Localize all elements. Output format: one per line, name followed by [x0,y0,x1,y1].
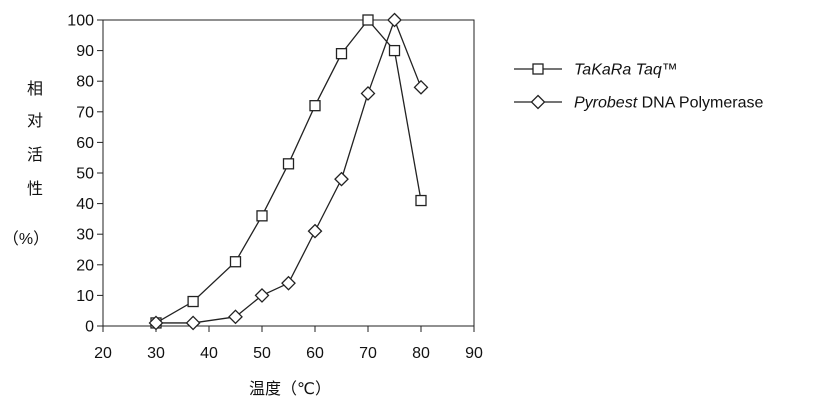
x-tick-label: 20 [94,345,112,362]
series-line [155,18,422,324]
legend-item: Pyrobest DNA Polymerase [514,95,764,112]
y-tick-label: 60 [76,135,94,152]
x-tick-label: 30 [147,345,165,362]
data-point [334,171,349,187]
data-point [415,194,427,207]
legend-label-plain: ™ [662,62,678,79]
y-tick-label: 20 [76,257,94,274]
x-tick-label: 90 [465,345,483,362]
x-axis-title: 温度（℃） [249,380,331,398]
data-point [413,79,429,95]
data-point [256,210,268,222]
data-point [362,14,374,26]
data-point [388,44,401,57]
data-point [228,309,243,325]
data-point [185,315,201,331]
data-point [307,223,323,239]
y-tick-label: 100 [67,13,94,30]
data-point [282,158,295,170]
y-axis-title-part: （%） [3,230,49,248]
data-point [387,12,402,28]
y-axis-title-part: 对 [27,112,43,130]
y-tick-label: 80 [76,74,94,91]
axes: 0 10 20 30 40 50 60 70 80 90 100 20 30 40 50 60 70 80 90 温度… [67,13,483,399]
legend: TaKaRa Taq™ Pyrobest DNA Polymerase [514,62,764,112]
series-pyrobest [148,12,429,331]
data-point [281,275,296,291]
x-tick-label: 40 [200,345,218,362]
data-point [335,48,348,60]
data-point [148,315,164,331]
legend-label: Pyrobest DNA Polymerase [574,95,764,112]
legend-label-italic: TaKaRa Taq [574,62,662,79]
x-tick-label: 50 [253,345,271,362]
y-tick-label: 70 [76,104,94,121]
y-axis-title-part: 活 [27,146,43,164]
series-layer [148,12,429,331]
data-point [254,287,270,303]
y-axis-title-part: 相 [27,80,43,98]
y-tick-label: 40 [76,196,94,213]
x-tick-label: 60 [306,345,324,362]
y-tick-label: 30 [76,227,94,244]
y-tick-label: 0 [85,319,94,336]
legend-item: TaKaRa Taq™ [514,62,678,79]
data-point [360,86,376,101]
legend-marker [532,63,544,75]
series-line [156,18,422,324]
y-tick-label: 50 [76,166,94,183]
data-point [309,100,321,112]
y-axis-title-part: 性 [27,180,43,198]
legend-label-plain: DNA Polymerase [637,95,763,112]
data-point [229,256,242,268]
x-tick-label: 80 [412,345,430,362]
data-point [187,295,199,308]
legend-label-italic: Pyrobest [574,95,638,112]
x-tick-label: 70 [359,345,377,362]
y-tick-label: 90 [76,43,94,60]
legend-marker [530,94,546,110]
y-tick-label: 10 [76,288,94,305]
legend-label: TaKaRa Taq™ [574,62,678,79]
